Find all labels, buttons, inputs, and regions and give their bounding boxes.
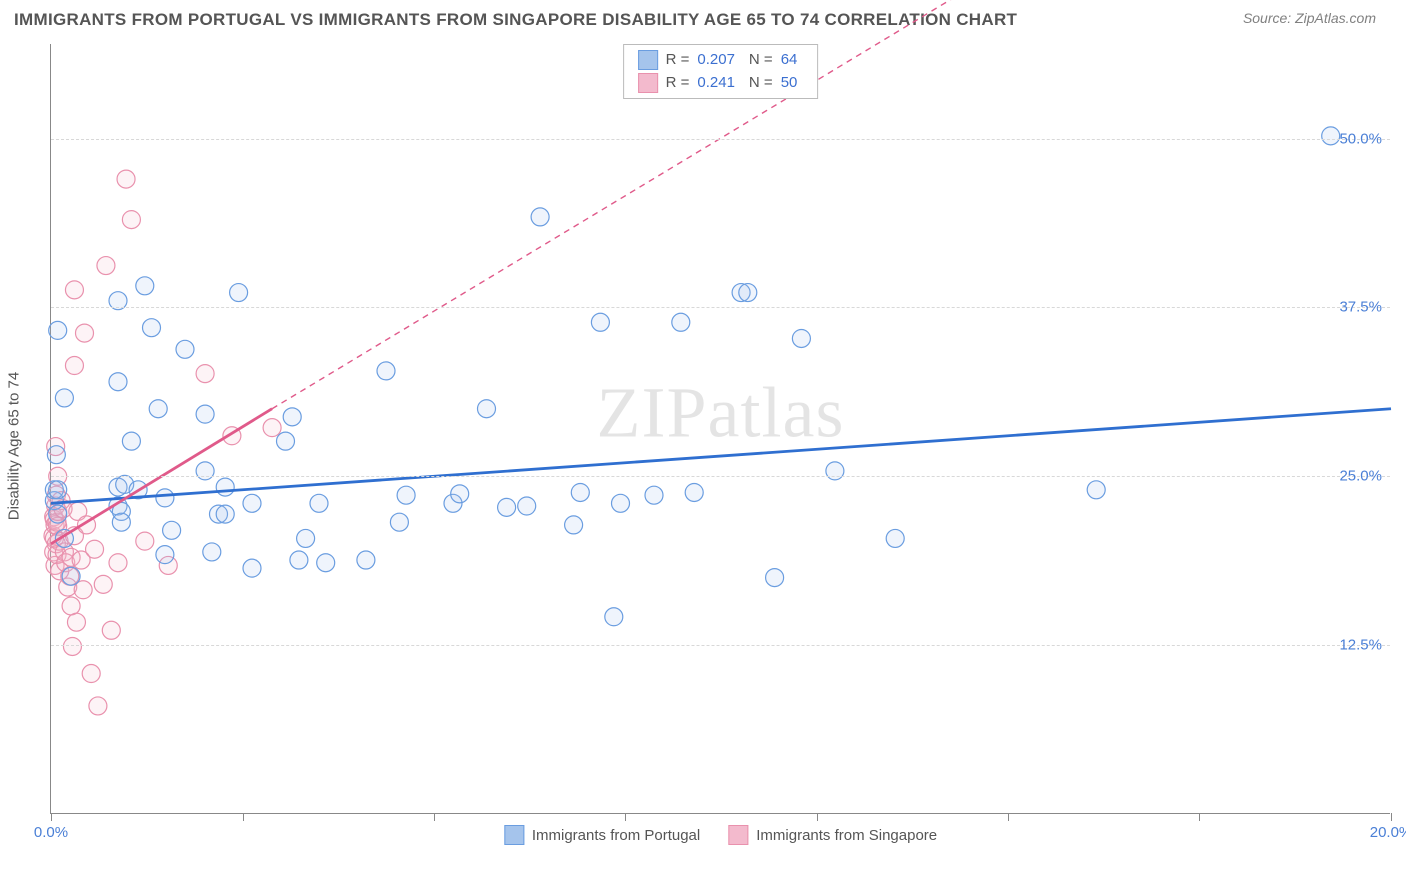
legend-label-portugal: Immigrants from Portugal (532, 827, 700, 844)
xtick (243, 813, 244, 821)
ytick-label: 50.0% (1339, 130, 1382, 147)
xtick-label: 0.0% (34, 824, 68, 841)
swatch-portugal (638, 50, 658, 70)
xtick (625, 813, 626, 821)
plot-svg (51, 44, 1390, 813)
gridline (51, 645, 1390, 646)
gridline (51, 307, 1390, 308)
xtick (51, 813, 52, 821)
xtick (1391, 813, 1392, 821)
legend-label-singapore: Immigrants from Singapore (756, 827, 937, 844)
legend-stats: R = 0.207 N = 64 R = 0.241 N = 50 (623, 44, 819, 99)
ytick-label: 12.5% (1339, 637, 1382, 654)
ytick-label: 37.5% (1339, 299, 1382, 316)
xtick (1008, 813, 1009, 821)
xtick (1199, 813, 1200, 821)
gridline (51, 476, 1390, 477)
xtick (817, 813, 818, 821)
r-value-singapore: 0.241 (697, 72, 735, 95)
legend-stats-row-singapore: R = 0.241 N = 50 (638, 72, 804, 95)
swatch-singapore (638, 73, 658, 93)
chart-title: IMMIGRANTS FROM PORTUGAL VS IMMIGRANTS F… (14, 10, 1017, 30)
xtick-label: 20.0% (1370, 824, 1406, 841)
swatch-singapore (728, 825, 748, 845)
n-label: N = (749, 72, 773, 95)
legend-series: Immigrants from Portugal Immigrants from… (504, 825, 937, 845)
legend-stats-row-portugal: R = 0.207 N = 64 (638, 49, 804, 72)
source-label: Source: ZipAtlas.com (1243, 10, 1376, 26)
y-axis-label: Disability Age 65 to 74 (6, 372, 23, 520)
n-value-singapore: 50 (781, 72, 798, 95)
swatch-portugal (504, 825, 524, 845)
legend-item-portugal: Immigrants from Portugal (504, 825, 700, 845)
r-label: R = (666, 72, 690, 95)
ytick-label: 25.0% (1339, 468, 1382, 485)
xtick (434, 813, 435, 821)
r-label: R = (666, 49, 690, 72)
gridline (51, 139, 1390, 140)
n-value-portugal: 64 (781, 49, 798, 72)
r-value-portugal: 0.207 (697, 49, 735, 72)
legend-item-singapore: Immigrants from Singapore (728, 825, 937, 845)
chart-area: ZIPatlas R = 0.207 N = 64 R = 0.241 N = … (50, 44, 1390, 814)
n-label: N = (749, 49, 773, 72)
